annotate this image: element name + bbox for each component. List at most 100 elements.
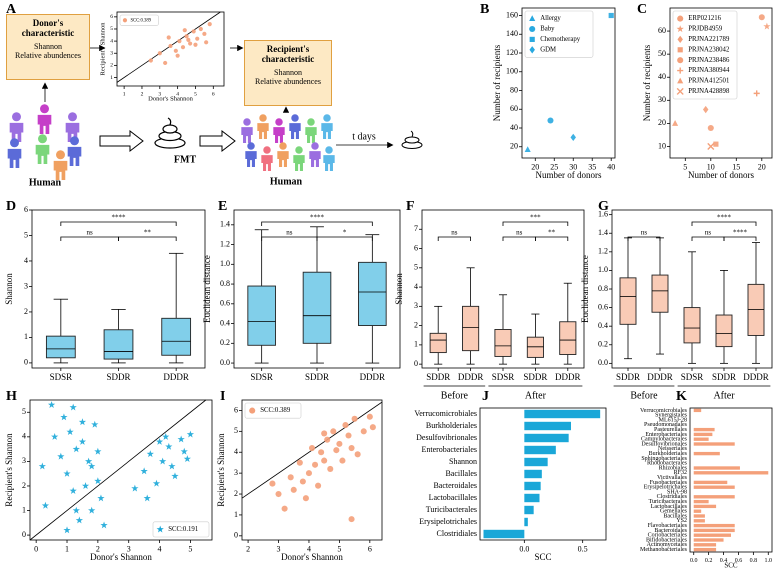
- point: [162, 433, 170, 440]
- point: [75, 516, 83, 524]
- x-tick-label: 0.0: [690, 558, 698, 564]
- point: [321, 457, 328, 464]
- y-tick-label: 0.4: [220, 318, 230, 327]
- donor-box: Donor's characteristic Shannon Relative …: [6, 14, 90, 80]
- y-tick-label: 0: [234, 531, 238, 540]
- category-label: Clostridiales: [437, 529, 477, 538]
- x-tick-label: 0.6: [735, 558, 743, 564]
- point: [85, 457, 93, 465]
- person: [321, 114, 333, 139]
- person: [53, 150, 68, 180]
- bar: [693, 480, 728, 485]
- person: [9, 112, 24, 142]
- y-tick-label: 1.0: [220, 259, 230, 268]
- significance-bracket: [502, 236, 536, 241]
- person: [261, 146, 273, 171]
- y-axis-label: Number of recipients: [642, 44, 652, 121]
- person: [7, 138, 22, 168]
- panel-letter: H: [6, 389, 17, 404]
- category-label: Fusobacteriales: [650, 480, 688, 486]
- legend-label: SCC:0.191: [168, 526, 198, 533]
- y-tick-label: 5: [22, 407, 26, 416]
- donor-people: [7, 104, 82, 180]
- stool-icon: [401, 130, 423, 149]
- y-tick-label: 5: [110, 26, 113, 32]
- point: [78, 437, 87, 445]
- y-tick-label: 6: [414, 243, 418, 252]
- significance-bracket: [535, 236, 569, 241]
- point: [281, 505, 288, 512]
- x-tick-label: SDDR: [426, 372, 450, 382]
- bar: [693, 432, 713, 437]
- person: [293, 146, 305, 171]
- legend-marker: [249, 407, 256, 414]
- category-label: Bacillales: [663, 513, 687, 519]
- bar: [524, 481, 541, 491]
- point: [175, 53, 180, 58]
- point: [758, 14, 765, 21]
- legend-label: PRJNA412501: [688, 78, 729, 85]
- bar: [524, 469, 542, 479]
- category-label: Pseudomonadales: [644, 422, 688, 428]
- box: [247, 285, 276, 346]
- bar: [693, 466, 740, 470]
- point: [180, 45, 186, 50]
- point: [94, 447, 102, 455]
- category-label: Methanobacteriales: [640, 547, 688, 553]
- y-tick-label: 0.4: [598, 321, 608, 330]
- point: [369, 424, 376, 431]
- panel-letter: F: [406, 199, 415, 214]
- legend-box: [524, 10, 594, 58]
- point: [321, 430, 328, 437]
- significance-bracket: [316, 236, 373, 241]
- bar: [693, 408, 702, 413]
- point: [148, 58, 153, 63]
- legend-marker: [677, 67, 684, 74]
- x-axis-label: Donor's Shannon: [148, 95, 193, 102]
- y-tick-label: 2: [22, 481, 26, 490]
- category-label: Lactobacillales: [429, 493, 477, 502]
- human-label: Human: [29, 177, 62, 188]
- point: [702, 105, 709, 114]
- bar: [524, 457, 548, 467]
- x-tick-label: 10: [707, 163, 715, 172]
- point: [287, 474, 294, 481]
- panel-letter: I: [220, 389, 225, 404]
- x-axis-label: Donor's Shannon: [90, 552, 152, 562]
- x-tick-label: SDSR: [492, 372, 515, 382]
- person: [277, 142, 289, 167]
- point: [180, 447, 188, 455]
- point: [204, 40, 209, 45]
- person: [241, 118, 253, 143]
- x-tick-label: 3: [158, 92, 161, 98]
- point: [275, 490, 282, 498]
- point: [333, 447, 340, 454]
- person: [37, 104, 52, 134]
- y-tick-label: 1.2: [220, 239, 230, 248]
- y-tick-label: 0: [414, 359, 418, 368]
- point: [351, 415, 358, 422]
- plot-frame: [29, 399, 213, 541]
- point: [707, 142, 715, 150]
- significance-bracket: [691, 236, 725, 241]
- point: [354, 451, 361, 458]
- x-tick-label: DDDR: [458, 372, 484, 382]
- y-tick-label: 0.8: [220, 279, 230, 288]
- legend-marker: [122, 18, 128, 23]
- person: [273, 118, 285, 143]
- box-title: Recipient's characteristic: [261, 44, 315, 65]
- significance-label: ****: [112, 214, 127, 222]
- bar: [524, 517, 528, 527]
- x-tick-label: SDSR: [250, 372, 273, 382]
- point: [166, 35, 171, 40]
- legend-marker: [529, 46, 535, 54]
- box: [462, 305, 480, 352]
- legend-box: [244, 402, 302, 419]
- panel-letter: C: [637, 2, 647, 17]
- y-tick-label: 4: [24, 256, 28, 265]
- point: [131, 484, 139, 492]
- x-tick-label: 0.4: [720, 558, 728, 564]
- category-label: Campylobacterales: [641, 437, 688, 443]
- significance-bracket: [437, 236, 471, 241]
- significance-label: ***: [530, 214, 541, 222]
